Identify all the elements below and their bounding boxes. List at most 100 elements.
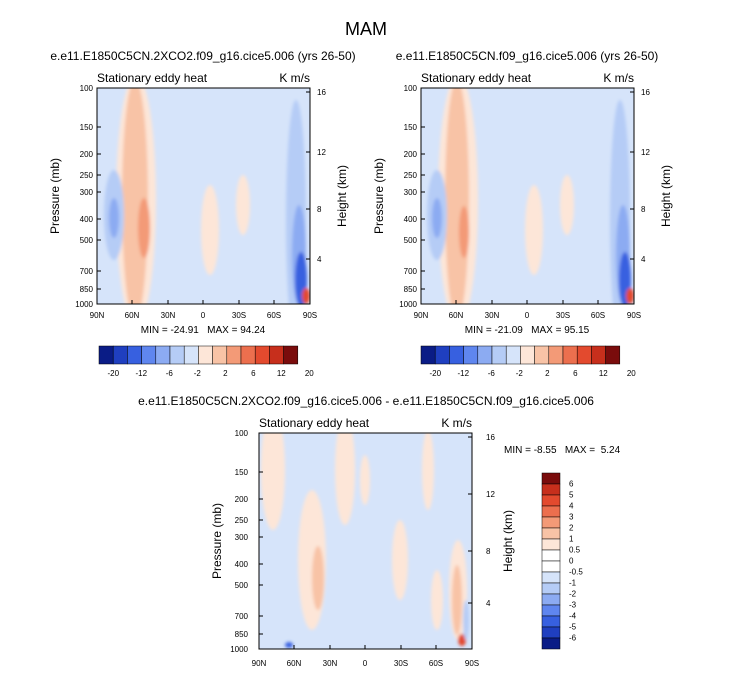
colorbar-label: 12 [277,369,286,378]
colorbar-label: 0.5 [569,546,581,555]
colorbar-label: -2 [194,369,202,378]
y-tick-label: 200 [80,150,94,159]
x-tick-label: 30S [556,311,570,320]
pos-core [138,198,150,258]
y2-tick-label: 12 [317,148,326,157]
y-tick-label: 1000 [399,300,417,309]
colorbar-cell [541,505,561,518]
colorbar-cell [477,345,493,365]
pos-patch [261,433,285,530]
y2-tick-label: 12 [486,490,495,499]
colorbar: -20 -12 -6 -2 2 6 12 20 [420,345,636,378]
pos-patch [525,185,543,275]
y-tick-label: 500 [80,236,94,245]
y-tick-label: 200 [235,495,249,504]
y2-tick-label: 4 [317,255,322,264]
colorbar-label: 2 [223,369,228,378]
y-tick-label: 100 [80,84,94,93]
panel-title: e.e11.E1850C5CN.f09_g16.cice5.006 (yrs 2… [396,49,659,63]
colorbar-cell [591,345,606,365]
colorbar-label: 1 [569,535,574,544]
neg-blob [432,198,442,238]
colorbar-cell [127,345,142,365]
colorbar-label: 6 [569,480,574,489]
pos-corner [626,288,634,304]
colorbar-labels: -20 -12 -6 -2 2 6 12 20 [108,369,315,378]
y-axis-left: 100 150 200 250 300 400 500 700 850 1000 [399,84,425,309]
colorbar-labels: 6 5 4 3 2 1 0.5 0 -0.5 -1 -2 -3 -4 -5 -6 [569,480,583,643]
colorbar-cell [541,571,561,584]
pos-patch [335,433,355,525]
panel-unit: K m/s [441,416,472,430]
colorbar-label: -12 [136,369,148,378]
x-tick-label: 30N [485,311,500,320]
y-tick-label: 250 [80,171,94,180]
colorbar: -20 -12 -6 -2 2 6 12 20 [98,345,315,378]
y2-tick-label: 8 [486,547,491,556]
y-tick-label: 500 [235,581,249,590]
y-tick-label: 400 [235,560,249,569]
y-tick-label: 100 [235,429,249,438]
colorbar-cell [541,494,561,507]
colorbar-cell [541,637,561,650]
colorbar-cell [541,538,561,551]
colorbar-label: -20 [430,369,442,378]
pos-corner [458,634,466,646]
pos-corner [302,288,310,304]
x-tick-label: 60N [287,659,302,668]
panel-top-left: e.e11.E1850C5CN.2XCO2.f09_g16.cice5.006 … [48,49,356,378]
y-tick-label: 850 [404,285,418,294]
colorbar-cell [226,345,242,365]
y2-tick-label: 16 [486,433,495,442]
colorbar-label: 4 [569,502,574,511]
min-max-stats: MIN = -21.09 MAX = 95.15 [465,325,590,336]
colorbar-cell [541,626,561,639]
y-tick-label: 300 [235,533,249,542]
heatmap-field [97,88,310,304]
x-tick-label: 90N [90,311,105,320]
colorbar-cell [541,560,561,573]
y-tick-label: 150 [404,123,418,132]
pos-column [452,565,462,635]
colorbar-cell [240,345,256,365]
panel-unit: K m/s [279,71,310,85]
y-axis-right: 16 12 8 4 [468,433,495,608]
colorbar-cell [112,345,128,365]
colorbar-cell [541,549,561,562]
colorbar-cell [520,345,535,365]
y-tick-label: 700 [80,267,94,276]
colorbar-label: -6 [166,369,174,378]
colorbar-cell [169,345,185,365]
colorbar-cell [269,345,284,365]
neg-streak [463,600,469,640]
colorbar-label: 12 [599,369,608,378]
colorbar-label: 0 [569,557,574,566]
colorbar-cell [541,516,561,529]
x-tick-label: 90N [414,311,429,320]
x-tick-label: 30S [232,311,246,320]
y-tick-label: 150 [80,123,94,132]
x-tick-label: 60S [591,311,605,320]
x-tick-label: 0 [201,311,206,320]
y-axis-right: 16 12 8 4 [630,88,650,264]
y-tick-label: 1000 [75,300,93,309]
pos-patch [236,175,250,235]
x-axis: 90N 60N 30N 0 30S 60S 90S [90,300,317,320]
colorbar-cell [254,345,270,365]
y2-tick-label: 16 [641,88,650,97]
y-tick-label: 400 [404,215,418,224]
y-axis-label: Pressure (mb) [372,158,386,234]
y-tick-label: 300 [404,188,418,197]
colorbar-cells [98,345,299,365]
colorbar-label: -2 [569,590,577,599]
y-tick-label: 700 [404,267,418,276]
colorbar-label: 20 [627,369,636,378]
page-title: MAM [345,19,387,39]
colorbar-label: -20 [108,369,120,378]
pos-patch [360,455,370,505]
colorbar-cell [541,604,561,617]
y2-axis-label: Height (km) [501,510,515,572]
colorbar-cell [198,345,213,365]
x-tick-label: 60N [125,311,140,320]
